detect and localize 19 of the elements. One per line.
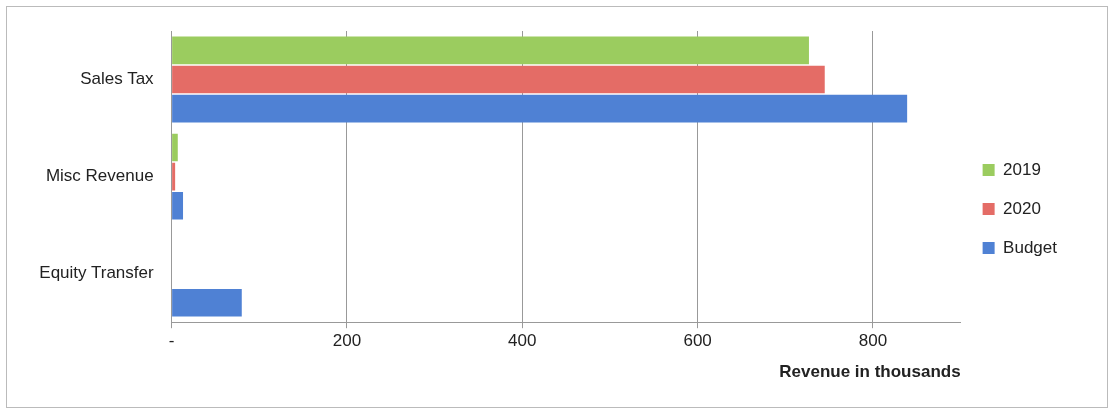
- y-tick-label: Equity Transfer: [39, 263, 154, 283]
- x-tick-label: -: [168, 331, 175, 351]
- x-tick-label: 200: [332, 331, 362, 351]
- y-tick-label: Misc Revenue: [45, 166, 154, 186]
- x-tick-label: 400: [508, 331, 537, 351]
- bar: [172, 36, 809, 65]
- bar: [172, 288, 242, 317]
- legend-label: 2019: [1003, 159, 1041, 179]
- bar: [172, 94, 908, 123]
- bar: [172, 65, 825, 94]
- y-tick-label: Sales Tax: [80, 69, 155, 89]
- x-tick-label: 600: [683, 331, 712, 351]
- x-tick-label: 800: [858, 331, 888, 351]
- legend-label: 2020: [1003, 198, 1041, 218]
- bar: [172, 191, 184, 220]
- legend-label: Budget: [1003, 237, 1058, 257]
- bar: [172, 162, 176, 191]
- x-axis-title: Revenue in thousands: [779, 362, 961, 382]
- bar: [172, 133, 178, 162]
